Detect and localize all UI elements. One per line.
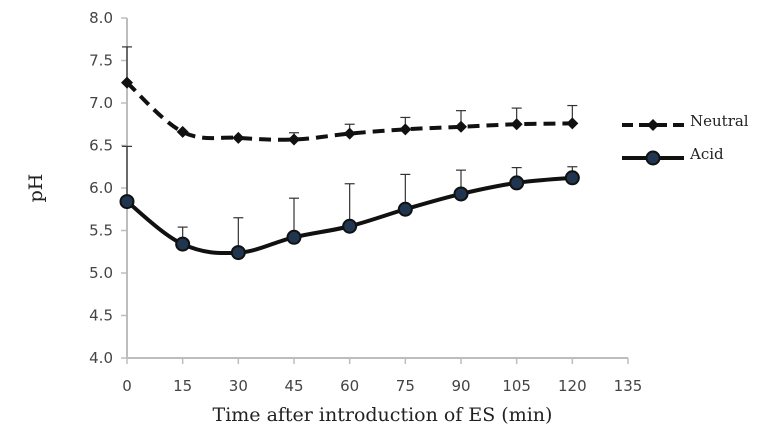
x-tick-label: 75	[396, 377, 415, 395]
neutral-point	[455, 120, 467, 133]
acid-legend-marker	[645, 150, 661, 166]
axes	[126, 18, 628, 359]
acid-point	[286, 229, 302, 245]
y-tick-label: 4.0	[89, 349, 113, 367]
legend: Neutral Acid	[622, 112, 749, 166]
series-markers	[119, 76, 580, 261]
x-tick-label: 60	[340, 377, 359, 395]
neutral-point	[121, 76, 133, 89]
neutral-point	[232, 131, 245, 144]
neutral-series-line	[125, 81, 573, 142]
x-tick-label: 30	[229, 377, 248, 395]
acid-point	[342, 218, 358, 234]
x-tick-label: 15	[173, 377, 192, 395]
neutral-point	[176, 125, 189, 138]
acid-point	[509, 175, 525, 191]
x-tick-label: 45	[284, 377, 303, 395]
y-tick-label: 5.0	[89, 264, 113, 282]
y-tick-label: 6.0	[89, 179, 113, 197]
y-tick-label: 6.5	[89, 137, 113, 155]
x-tick-label: 120	[558, 377, 587, 395]
neutral-point	[288, 133, 300, 146]
acid-point	[119, 194, 135, 210]
neutral-point	[343, 127, 356, 140]
y-tick-label: 7.0	[89, 94, 113, 112]
x-tick-label: 90	[451, 377, 470, 395]
y-tick-label: 7.5	[89, 52, 113, 70]
neutral-point	[566, 117, 579, 130]
neutral-point	[399, 123, 412, 136]
y-tick-label: 8.0	[89, 9, 113, 27]
acid-point	[175, 236, 191, 252]
acid-point	[564, 170, 580, 186]
x-ticks: 0 15 30 45 60 75 90 105 120 135	[122, 358, 642, 395]
acid-legend-label: Acid	[689, 145, 724, 163]
neutral-point	[510, 118, 523, 131]
y-ticks: 4.0 4.5 5.0 5.5 6.0 6.5 7.0 7.5 8.0	[89, 9, 127, 367]
acid-point	[230, 245, 246, 261]
x-axis-title: Time after introduction of ES (min)	[213, 404, 553, 426]
neutral-legend-marker	[647, 119, 659, 131]
y-axis-title: pH	[25, 174, 47, 203]
x-tick-label: 0	[122, 377, 132, 395]
x-tick-label: 135	[614, 377, 643, 395]
x-tick-label: 105	[502, 377, 531, 395]
neutral-legend-label: Neutral	[690, 112, 749, 130]
y-tick-label: 5.5	[89, 222, 113, 240]
y-tick-label: 4.5	[89, 307, 113, 325]
acid-point	[453, 186, 469, 202]
acid-point	[397, 201, 413, 217]
